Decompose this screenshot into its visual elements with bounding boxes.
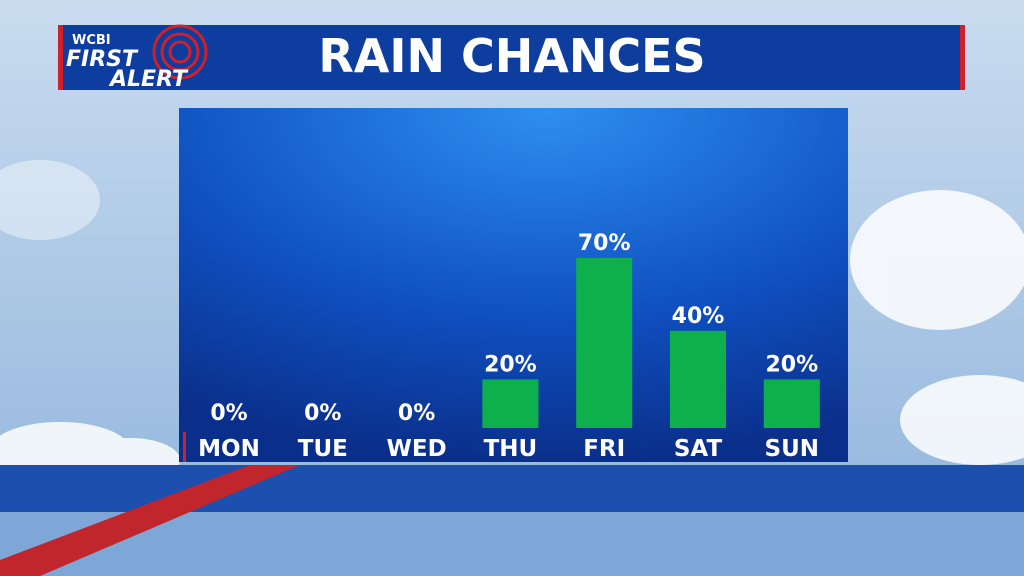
- stripe: [0, 465, 300, 576]
- bar: [482, 379, 539, 428]
- x-tick-label: MON: [198, 436, 260, 462]
- x-tick-label: SUN: [765, 436, 820, 462]
- logo-line: ALERT: [108, 67, 189, 92]
- logo-station: WCBI: [72, 33, 111, 48]
- x-tick-label: WED: [387, 436, 447, 462]
- value-label: 0%: [398, 401, 435, 426]
- value-label: 20%: [765, 352, 818, 377]
- x-tick-label: TUE: [298, 436, 348, 462]
- header-edge: [58, 25, 63, 90]
- bar: [670, 330, 726, 428]
- panel-accent: [183, 432, 186, 462]
- logo-rings: [152, 24, 208, 80]
- logo-line: FIRST: [66, 47, 139, 72]
- x-tick-label: FRI: [583, 436, 625, 462]
- value-label: 20%: [484, 352, 537, 377]
- chart-title: RAIN CHANCES: [318, 29, 705, 83]
- x-tick-label: THU: [484, 436, 538, 462]
- header-edge: [960, 25, 965, 90]
- value-label: 0%: [304, 401, 341, 426]
- band: [0, 512, 1024, 576]
- value-label: 70%: [578, 231, 631, 256]
- value-label: 40%: [672, 304, 725, 329]
- bar: [763, 379, 820, 428]
- x-tick-label: SAT: [674, 436, 723, 462]
- value-label: 0%: [210, 401, 247, 426]
- clouds: [0, 160, 1024, 482]
- header-bar: [58, 25, 965, 90]
- bar: [576, 257, 633, 428]
